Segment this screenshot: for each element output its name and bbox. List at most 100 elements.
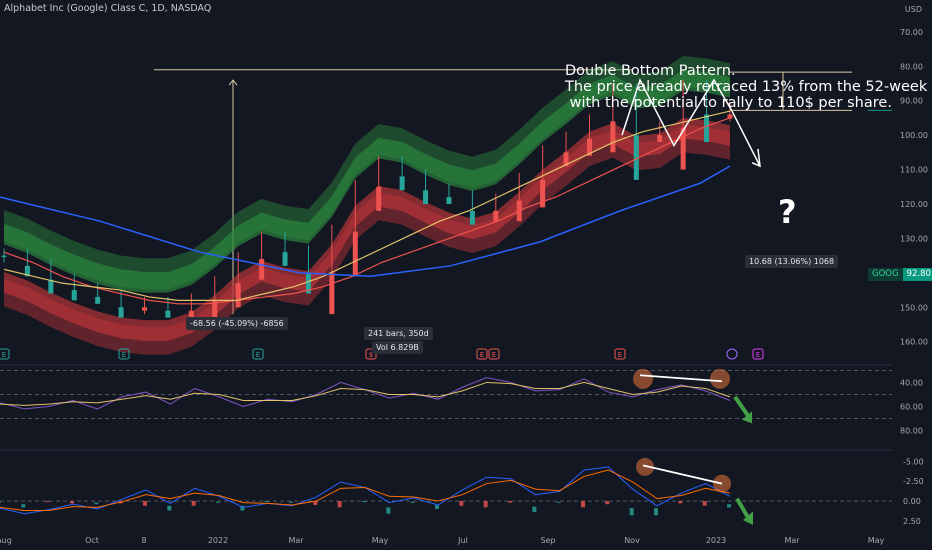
macd-divergence-line — [642, 464, 723, 485]
price-axis-tick-label: 80.00 — [900, 62, 923, 71]
macd-histogram-bar — [483, 501, 488, 508]
macd-axis-tick-label: -2.50 — [903, 477, 924, 486]
candle-body — [212, 300, 218, 318]
candle-body — [727, 114, 733, 119]
time-axis-label: Oct — [85, 536, 99, 545]
event-marker: E — [118, 348, 130, 360]
event-marker-label: E — [122, 351, 126, 359]
macd-axis-tick-label: 0.00 — [903, 497, 921, 506]
event-marker-label: $ — [369, 351, 373, 359]
event-marker-label: E — [480, 351, 484, 359]
moving-average-line — [3, 117, 731, 305]
rsi-divergence-line — [639, 374, 723, 383]
macd-histogram-bar — [629, 508, 634, 516]
time-axis-label: Jul — [457, 536, 468, 545]
event-marker: E — [0, 348, 10, 360]
time-axis-label: May — [868, 536, 885, 545]
candle-body — [259, 259, 265, 280]
rsi-line — [0, 377, 731, 410]
drawdown-arrow-head — [228, 79, 238, 86]
macd-line — [0, 466, 731, 515]
projection-arrow — [731, 110, 761, 167]
sma-200-line — [0, 165, 731, 278]
instrument-title: Alphabet Inc (Google) Class C, 1D, NASDA… — [4, 3, 212, 14]
macd-histogram-bar — [678, 501, 683, 504]
macd-histogram-bar — [459, 501, 464, 506]
event-marker-label: E — [492, 351, 496, 359]
macd-histogram-bar — [240, 505, 245, 511]
macd-histogram-bar — [313, 501, 318, 505]
macd-line — [0, 469, 731, 512]
rally-measure-label: 10.68 (13.06%) 1068 — [745, 255, 839, 268]
event-marker-box — [614, 348, 626, 360]
macd-histogram-bar — [702, 501, 707, 506]
time-axis-label: Aug — [0, 536, 12, 545]
event-marker-box — [488, 348, 500, 360]
rsi-axis-tick-label: 60.00 — [900, 403, 923, 412]
macd-histogram-bar — [435, 504, 439, 509]
candle-body — [1, 255, 7, 258]
candle-body — [680, 128, 686, 170]
price-axis-tick-label: 110.00 — [900, 166, 928, 175]
double-bottom-w-shape — [621, 78, 733, 147]
rsi-highlight-circle — [633, 368, 653, 389]
price-axis-tick-label: 90.00 — [900, 97, 923, 106]
candle-body — [165, 310, 171, 318]
candle-body — [118, 307, 124, 318]
candle-body — [329, 272, 335, 315]
candle-body — [305, 272, 311, 294]
time-axis-label: 2023 — [706, 536, 726, 545]
candle-body — [235, 283, 241, 308]
macd-histogram-bar — [654, 508, 658, 516]
macd-histogram-bar — [70, 501, 74, 504]
rsi-line — [0, 381, 731, 406]
macd-histogram-bar — [94, 502, 99, 505]
price-axis-tick-label: 150.00 — [900, 303, 928, 312]
annotation-text: Double Bottom Pattern. The price already… — [565, 63, 928, 111]
macd-histogram-bar — [386, 507, 391, 514]
macd-histogram-bar — [21, 504, 26, 508]
rsi-up-arrow — [733, 395, 752, 420]
candle-body — [24, 265, 30, 277]
drawdown-measure-label: -68.56 (-45.09%) -6856 — [186, 317, 288, 330]
event-marker: E — [614, 348, 626, 360]
event-marker-box — [752, 348, 764, 360]
macd-histogram-bar — [727, 504, 731, 508]
event-marker: $ — [365, 348, 377, 360]
lower-band — [4, 55, 730, 290]
price-badge-value: 92.80 — [902, 268, 932, 281]
macd-histogram-bar — [508, 501, 512, 503]
macd-histogram-bar — [0, 501, 1, 503]
macd-histogram-bar — [216, 501, 220, 503]
candle-body — [446, 197, 452, 204]
macd-histogram-bar — [410, 501, 415, 503]
time-axis-label: Mar — [784, 536, 800, 545]
event-marker-box — [476, 348, 488, 360]
candle-body — [704, 114, 710, 143]
time-axis-label: 2022 — [208, 536, 228, 545]
candle-body — [48, 279, 54, 294]
candle-body — [95, 296, 101, 304]
candle-body — [376, 186, 382, 211]
macd-axis-tick-label: -5.00 — [903, 457, 924, 466]
candle-body — [469, 210, 475, 225]
projection-arrow-head — [751, 148, 761, 168]
candle-body — [282, 252, 288, 266]
candle-body — [657, 135, 663, 143]
event-marker-box — [252, 348, 264, 360]
event-marker-label: E — [618, 351, 622, 359]
macd-histogram-bar — [532, 506, 537, 513]
time-axis-label: 8 — [141, 536, 146, 545]
alert-icon — [726, 348, 738, 360]
price-axis-tick-label: 130.00 — [900, 234, 928, 243]
candle-body — [540, 179, 546, 208]
macd-histogram-bar — [167, 505, 172, 511]
event-marker: E — [752, 348, 764, 360]
macd-histogram-bar — [605, 501, 610, 505]
macd-highlight-circle — [636, 457, 654, 476]
macd-histogram-bar — [556, 501, 561, 503]
moving-average-line — [3, 110, 731, 301]
macd-histogram-bar — [362, 501, 366, 503]
